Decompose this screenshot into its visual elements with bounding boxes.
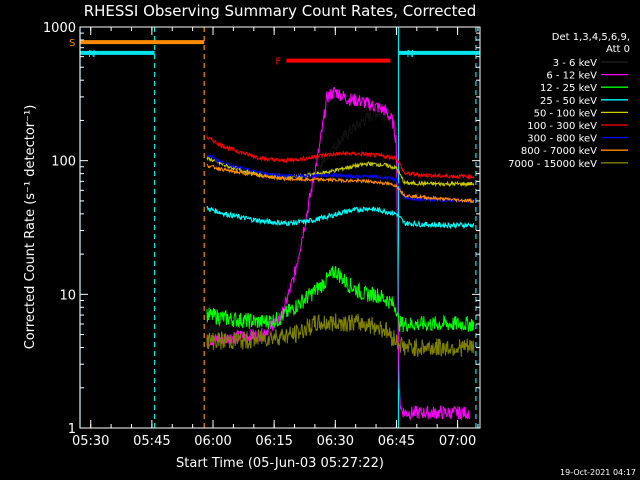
legend-header: Det 1,3,4,5,6,9, (552, 32, 630, 43)
flag-label: N (406, 49, 413, 60)
y-tick-label: 1 (68, 422, 76, 437)
chart-title: RHESSI Observing Summary Count Rates, Co… (84, 2, 477, 20)
series-layer (206, 86, 475, 421)
footer-date: 19-Oct-2021 04:17 (560, 468, 636, 477)
y-tick-label: 10 (59, 288, 76, 303)
legend-entry-label: 300 - 800 keV (527, 134, 597, 145)
legend-entry-label: 25 - 50 keV (540, 96, 597, 107)
legend-entry-label: 12 - 25 keV (540, 83, 597, 94)
x-tick-label: 06:00 (194, 434, 231, 449)
flag-label: S (69, 38, 75, 49)
x-tick-label: 06:15 (255, 434, 292, 449)
x-axis-label: Start Time (05-Jun-03 05:27:22) (176, 456, 384, 471)
x-tick-label: 07:00 (439, 434, 476, 449)
series-line (206, 265, 475, 333)
plot-frame (79, 26, 481, 429)
x-tick-label: 06:45 (378, 434, 415, 449)
legend-entry-label: 100 - 300 keV (527, 121, 597, 132)
legend-entry-label: 6 - 12 keV (546, 71, 597, 82)
series-line (206, 86, 470, 421)
y-tick-label: 1000 (43, 21, 76, 36)
legend-entry-label: 800 - 7000 keV (521, 146, 597, 157)
annotation-layer: S N N F (69, 27, 480, 428)
x-tick-label: 06:30 (317, 434, 354, 449)
axis-layer: 05:30 05:45 06:00 06:15 06:30 06:45 07:00 1 10 10… (43, 21, 480, 449)
series-line (206, 135, 475, 180)
flag-label: N (88, 49, 95, 60)
series-line (206, 313, 475, 357)
legend-entry-label: 50 - 100 keV (534, 108, 598, 119)
x-tick-label: 05:30 (72, 434, 109, 449)
series-line (206, 206, 475, 230)
x-tick-label: 05:45 (133, 434, 170, 449)
flag-label: F (275, 57, 281, 68)
y-axis-label: Corrected Count Rate (s⁻¹ detector⁻¹) (23, 105, 38, 350)
y-tick-label: 100 (51, 155, 76, 170)
legend: Det 1,3,4,5,6,9,Att 0 3 - 6 keV 6 - 12 keV… (508, 32, 630, 170)
legend-header: Att 0 (606, 44, 630, 55)
legend-entry-label: 3 - 6 keV (553, 58, 597, 69)
legend-entry-label: 7000 - 15000 keV (508, 159, 597, 170)
series-line (206, 163, 475, 204)
